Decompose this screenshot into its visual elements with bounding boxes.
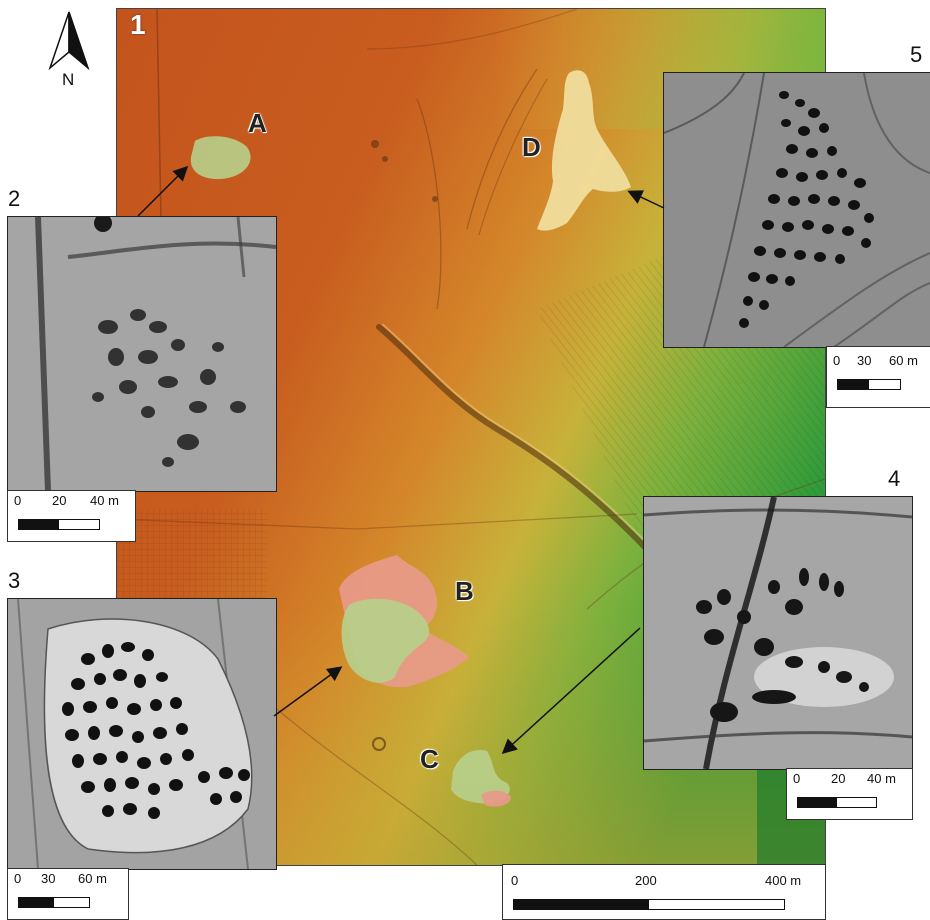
zone-A-shape — [190, 136, 251, 180]
scale-2-tick-2: 40 m — [90, 493, 119, 508]
zone-C-red-shape — [481, 790, 511, 807]
north-label: N — [62, 70, 75, 89]
panel-number-3: 3 — [8, 568, 21, 593]
scale-2-bar — [18, 519, 100, 530]
inset-3-image — [7, 598, 277, 870]
zone-C-shape — [451, 749, 510, 804]
inset-4-magnetometry — [644, 497, 912, 769]
scale-5-tick-0: 0 — [833, 353, 841, 368]
arrow-to-D — [627, 190, 665, 209]
scale-main-bar — [513, 899, 785, 910]
zone-B-green-shape — [341, 598, 430, 683]
scale-main-tick-1: 200 — [635, 873, 657, 888]
zone-label-B: B — [455, 576, 474, 606]
scale-3-tick-1: 30 — [41, 871, 56, 886]
arrow-to-C — [501, 627, 641, 755]
panel-number-4: 4 — [888, 466, 901, 491]
scale-main-tick-0: 0 — [511, 873, 519, 888]
inset-3-magnetometry — [8, 599, 276, 869]
scale-4-bar — [797, 797, 877, 808]
scale-4-tick-2: 40 m — [867, 771, 896, 786]
panel-number-1: 1 — [130, 9, 146, 40]
inset-2-scale: 0 20 40 m — [7, 490, 136, 542]
zone-label-D: D — [522, 132, 541, 162]
panel-number-2: 2 — [8, 186, 21, 211]
scale-3-tick-0: 0 — [14, 871, 22, 886]
scale-5-tick-1: 30 — [857, 353, 872, 368]
scale-2-tick-1: 20 — [52, 493, 67, 508]
arrow-to-A — [137, 165, 189, 217]
zone-label-C: C — [420, 744, 439, 774]
scale-3-tick-2: 60 m — [78, 871, 107, 886]
scale-4-tick-0: 0 — [793, 771, 801, 786]
inset-4-image — [643, 496, 913, 770]
zone-D-shape — [537, 70, 631, 231]
scale-main-tick-2: 400 m — [765, 873, 802, 888]
scale-5-tick-2: 60 m — [889, 353, 918, 368]
inset-2-magnetometry — [8, 217, 276, 491]
inset-4-scale: 0 20 40 m — [786, 768, 913, 820]
inset-5-magnetometry — [664, 73, 930, 347]
scale-5-bar — [837, 379, 901, 390]
arrow-to-B — [273, 666, 343, 717]
north-arrow-icon — [48, 11, 90, 71]
inset-2-image — [7, 216, 277, 492]
north-arrow: N — [44, 10, 94, 90]
scale-3-bar — [18, 897, 90, 908]
panel-number-5: 5 — [910, 42, 923, 67]
scale-4-tick-1: 20 — [831, 771, 846, 786]
inset-5-scale: 0 30 60 m — [826, 346, 930, 408]
inset-3-scale: 0 30 60 m — [7, 868, 129, 920]
zone-label-A: A — [248, 108, 267, 138]
scale-2-tick-0: 0 — [14, 493, 22, 508]
inset-5-image — [663, 72, 930, 348]
